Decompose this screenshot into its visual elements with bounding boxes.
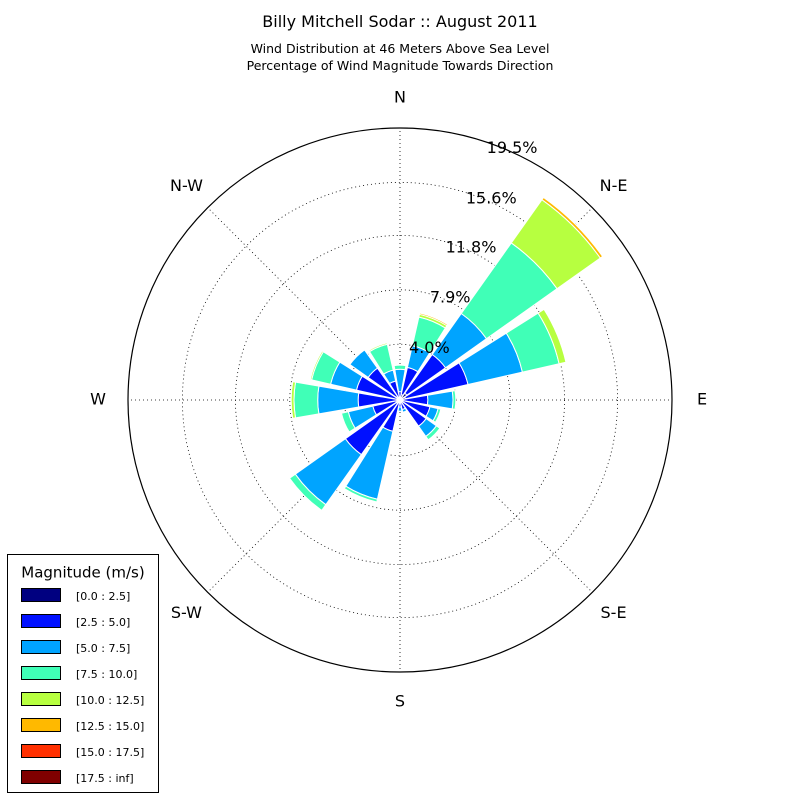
wind-bar-segment [397, 406, 403, 412]
legend-entry-label: [10.0 : 12.5] [76, 694, 144, 707]
legend-swatch [21, 744, 61, 758]
direction-label: S [395, 692, 405, 711]
legend-swatch [21, 692, 61, 706]
legend-swatch [21, 588, 61, 602]
wind-bar-segment [309, 350, 324, 381]
legend-entry-label: [17.5 : inf] [76, 772, 134, 785]
chart-subtitle-line-1: Wind Distribution at 46 Meters Above Sea… [250, 41, 550, 56]
chart-subtitle-line-2: Percentage of Wind Magnitude Towards Dir… [246, 58, 554, 73]
direction-label: S-E [601, 603, 627, 622]
wind-bar-segment [451, 390, 457, 410]
radial-gridline [207, 399, 401, 593]
wind-bar-segment [343, 485, 378, 503]
legend-entry-label: [12.5 : 15.0] [76, 720, 144, 733]
radial-tick-label: 11.8% [446, 237, 497, 256]
radial-gridline [207, 207, 401, 401]
legend-title: Magnitude (m/s) [21, 564, 144, 582]
legend-entry-label: [15.0 : 17.5] [76, 746, 144, 759]
legend-swatch [21, 718, 61, 732]
wind-bar-segment [418, 312, 449, 327]
direction-label: W [90, 390, 106, 409]
legend: Magnitude (m/s) [0.0 : 2.5] [2.5 : 5.0] [5.… [7, 554, 159, 793]
legend-swatch [21, 770, 61, 784]
radial-tick-label: 19.5% [487, 138, 538, 157]
direction-label: N [394, 88, 406, 107]
legend-swatch [21, 666, 61, 680]
direction-label: E [697, 390, 707, 409]
polar-frame [127, 127, 673, 673]
radial-ring [235, 235, 565, 565]
wind-bar-segment [349, 349, 379, 379]
wind-bar-segment [537, 308, 567, 365]
wind-bar-segment [368, 342, 388, 353]
wind-bar-segment [340, 411, 356, 433]
axis-labels: 4.0% 7.9% 11.8% 15.6% 19.5% N N-E E S-E S S-W W N-W [90, 88, 707, 711]
wind-bar-segment [432, 408, 442, 423]
legend-entry-label: [7.5 : 10.0] [76, 668, 137, 681]
wind-bar-segment [393, 364, 407, 371]
wind-bar-segment [317, 385, 360, 415]
wind-bar-segment [290, 381, 297, 419]
direction-label: S-W [171, 603, 202, 622]
legend-entry-label: [2.5 : 5.0] [76, 616, 130, 629]
radial-tick-label: 15.6% [466, 188, 517, 207]
chart-title: Billy Mitchell Sodar :: August 2011 [262, 12, 538, 31]
direction-label: N-E [600, 176, 628, 195]
direction-label: N-W [170, 176, 203, 195]
wind-bar-segment [426, 390, 454, 410]
radial-ring [181, 181, 619, 619]
wind-bar-segment [288, 473, 327, 512]
wind-bar-segment [401, 407, 408, 413]
legend-entry-label: [0.0 : 2.5] [76, 590, 130, 603]
radial-ring [289, 289, 511, 511]
legend-entry-label: [5.0 : 7.5] [76, 642, 130, 655]
radial-tick-label: 7.9% [430, 288, 471, 307]
wind-bar-segment [293, 381, 320, 419]
wind-bars [288, 196, 604, 512]
wind-bar-segment [425, 425, 441, 441]
legend-swatch [21, 614, 61, 628]
legend-swatch [21, 640, 61, 654]
radial-tick-label: 4.0% [409, 338, 450, 357]
wind-bar-segment [541, 196, 604, 259]
radial-gridline [399, 399, 593, 593]
